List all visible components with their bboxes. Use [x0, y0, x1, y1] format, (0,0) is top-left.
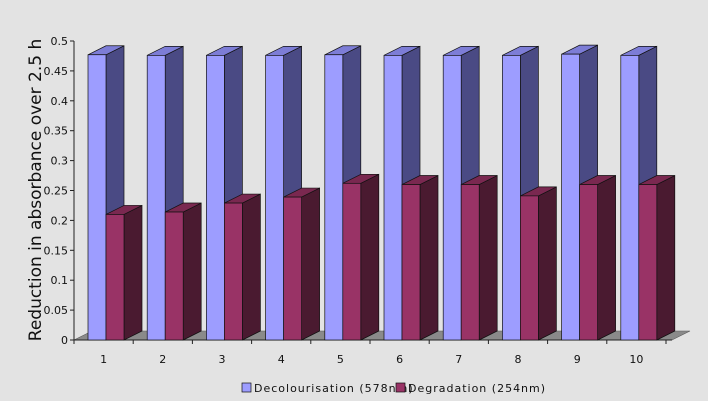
bar-side-face [478, 174, 498, 341]
bar-degradation [460, 174, 498, 341]
bar-front-face [638, 184, 658, 341]
bar-degradation [224, 193, 261, 341]
bar-front-face [164, 211, 184, 341]
bar-front-face [401, 184, 421, 341]
y-tick-label: 0.45 [44, 65, 69, 78]
y-tick-label: 0.05 [44, 304, 69, 317]
bar-front-face [224, 202, 243, 341]
bar-degradation [638, 174, 676, 341]
x-tick-label: 4 [278, 353, 285, 366]
bar-front-face [206, 55, 225, 341]
bar-degradation [283, 187, 320, 341]
bar-front-face [502, 55, 521, 341]
bar-side-face [419, 174, 439, 341]
bar-side-face [301, 187, 320, 341]
bar-side-face [182, 202, 202, 341]
y-tick-label: 0.2 [51, 214, 69, 227]
x-tick-label: 3 [219, 353, 226, 366]
bar-front-face [265, 55, 284, 341]
bar-front-face [561, 53, 580, 341]
bar-front-face [579, 184, 598, 341]
bar-front-face [383, 55, 403, 341]
y-tick-label: 0.3 [51, 155, 69, 168]
bar-front-face [460, 184, 480, 341]
bar-degradation [164, 202, 202, 341]
bar-front-face [520, 195, 539, 341]
bar-side-face [656, 174, 676, 341]
bar-front-face [442, 55, 462, 341]
bar-front-face [146, 55, 166, 341]
legend-swatch [395, 382, 406, 393]
bar-front-face [620, 55, 640, 341]
y-tick-label: 0.35 [44, 125, 69, 138]
y-tick-label: 0.5 [51, 35, 69, 48]
x-tick-label: 8 [515, 353, 522, 366]
bar-front-face [87, 54, 107, 341]
legend-item: Decolourisation (578nm) [241, 382, 414, 395]
y-tick-label: 0 [61, 334, 68, 347]
bar-side-face [597, 174, 616, 341]
x-tick-label: 7 [455, 353, 462, 366]
bar-front-face [342, 182, 362, 341]
bar-degradation [401, 174, 439, 341]
bar-side-face [242, 193, 261, 341]
x-tick-label: 5 [337, 353, 344, 366]
bar-side-face [538, 186, 557, 341]
bar-side-face [123, 204, 143, 341]
y-tick-label: 0.1 [51, 274, 69, 287]
legend-label: Degradation (254nm) [408, 382, 546, 395]
x-tick-label: 9 [574, 353, 581, 366]
bar-side-face [360, 173, 380, 341]
x-tick-label: 1 [100, 353, 107, 366]
x-tick-label: 6 [396, 353, 403, 366]
legend-item: Degradation (254nm) [395, 382, 546, 395]
bar-degradation [342, 173, 380, 341]
y-tick-label: 0.25 [44, 185, 69, 198]
y-tick-label: 0.15 [44, 244, 69, 257]
x-tick-label: 2 [159, 353, 166, 366]
bar-degradation [579, 174, 616, 341]
y-tick-label: 0.4 [51, 95, 69, 108]
y-axis-label: Reduction in absorbance over 2.5 h [26, 39, 46, 341]
legend-swatch [241, 382, 252, 393]
bar-degradation [105, 204, 143, 341]
bar-front-face [105, 214, 125, 341]
bar-front-face [324, 54, 344, 341]
legend-label: Decolourisation (578nm) [254, 382, 414, 395]
x-tick-label: 10 [629, 353, 643, 366]
bar-front-face [283, 196, 302, 341]
bar-degradation [520, 186, 557, 341]
